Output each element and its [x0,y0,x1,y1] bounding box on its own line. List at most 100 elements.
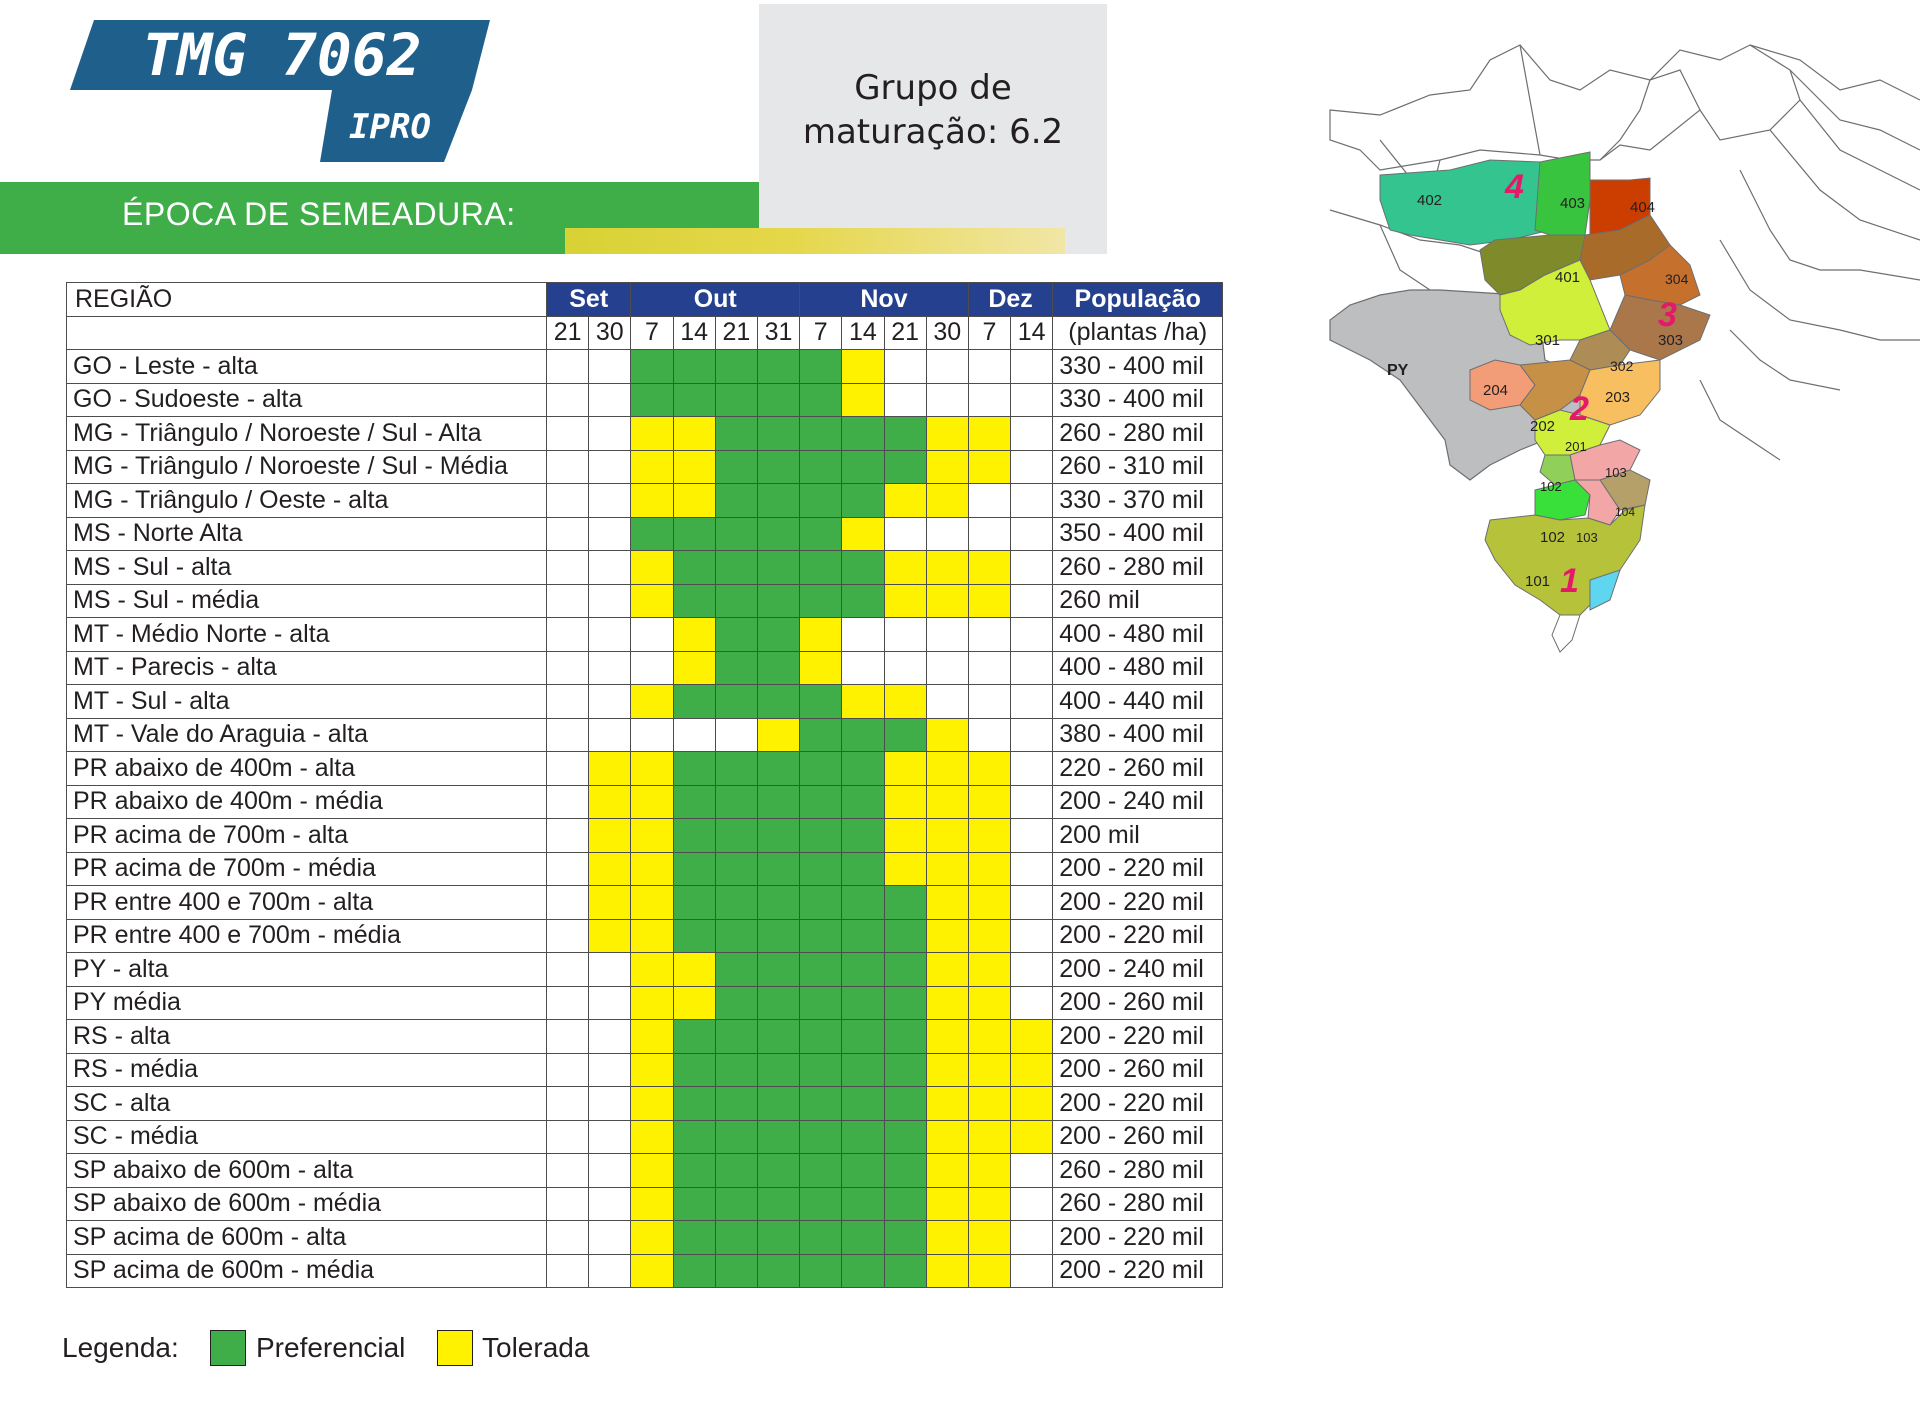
cell-empty [588,382,632,417]
region-subheader-empty [66,315,547,350]
cell-empty [925,617,969,652]
table-row: PY média 200 - 260 mil [66,985,1224,1020]
map-label-404: 404 [1630,199,1655,216]
cell-preferencial [672,751,716,786]
cell-preferencial [672,1220,716,1255]
cell-preferencial [714,1253,758,1288]
cell-tolerada [630,483,674,518]
cell-empty [588,1119,632,1154]
cell-preferencial [841,416,885,451]
cell-preferencial [883,416,927,451]
table-row: MS - Sul - alta 260 - 280 mil [66,550,1224,585]
cell-preferencial [883,952,927,987]
region-403 [1534,151,1591,236]
cell-preferencial [756,1253,801,1288]
cell-tolerada [841,684,885,719]
sowing-schedule-table: REGIÃO Set Out Nov Dez População 21 30 7 14 21 31… [66,282,1224,1288]
map-borders [1329,44,1920,461]
cell-empty [883,650,927,685]
cell-empty [967,650,1012,685]
day-header: 7 [967,315,1012,350]
cell-empty [1010,1186,1054,1221]
population-value: 260 - 280 mil [1052,550,1224,585]
cell-empty [925,349,969,384]
cell-tolerada [1010,1052,1054,1087]
cell-preferencial [841,952,885,987]
cell-preferencial [841,818,885,853]
cell-empty [545,1153,590,1188]
cell-preferencial [672,516,716,551]
population-value: 380 - 400 mil [1052,717,1224,752]
table-row: GO - Sudoeste - alta 330 - 400 mil [66,382,1224,417]
cell-empty [883,516,927,551]
cell-preferencial [841,751,885,786]
cell-tolerada [1010,1119,1054,1154]
map-macro-label-3: 3 [1658,296,1677,334]
day-header: 31 [756,315,801,350]
cell-tolerada [672,483,716,518]
cell-preferencial [799,349,843,384]
cell-preferencial [799,751,843,786]
table-row: SP acima de 600m - média 200 - 220 mil [66,1253,1224,1288]
product-logo: TMG 7062 IPRO [70,20,490,162]
cell-preferencial [630,349,674,384]
region-name: SP abaixo de 600m - média [66,1186,547,1221]
population-value: 200 - 220 mil [1052,1220,1224,1255]
cell-tolerada [630,1086,674,1121]
region-name: SP abaixo de 600m - alta [66,1153,547,1188]
cell-empty [545,1086,590,1121]
cell-preferencial [799,382,843,417]
region-name: MS - Norte Alta [66,516,547,551]
day-header-row: 21 30 7 14 21 31 7 14 21 30 7 14 (plantas /ha) [66,315,1224,350]
table-row: MT - Vale do Araguia - alta 380 - 400 mil [66,717,1224,752]
cell-empty [588,550,632,585]
cell-empty [545,985,590,1020]
cell-tolerada [967,918,1012,953]
cell-preferencial [756,985,801,1020]
cell-empty [630,650,674,685]
cell-empty [925,516,969,551]
region-name: SP acima de 600m - média [66,1253,547,1288]
cell-preferencial [756,416,801,451]
cell-preferencial [841,1220,885,1255]
cell-empty [588,1086,632,1121]
day-header: 14 [672,315,716,350]
cell-preferencial [714,1019,758,1054]
cell-tolerada [630,1119,674,1154]
cell-preferencial [756,1019,801,1054]
cell-preferencial [841,1186,885,1221]
map-label-101: 101 [1525,573,1550,590]
cell-preferencial [672,382,716,417]
cell-empty [545,516,590,551]
cell-preferencial [841,1253,885,1288]
cell-empty [967,684,1012,719]
day-header: 7 [799,315,843,350]
cell-preferencial [799,1253,843,1288]
cell-tolerada [756,717,801,752]
cell-preferencial [672,1153,716,1188]
cell-preferencial [799,550,843,585]
cell-empty [545,1052,590,1087]
cell-tolerada [799,617,843,652]
product-variant: IPRO [349,107,431,147]
cell-empty [545,583,590,618]
cell-tolerada [925,751,969,786]
cell-preferencial [672,1086,716,1121]
cell-preferencial [672,885,716,920]
population-value: 200 - 220 mil [1052,1019,1224,1054]
cell-tolerada [967,449,1012,484]
month-header-dez: Dez [967,282,1054,317]
cell-preferencial [841,449,885,484]
cell-preferencial [756,483,801,518]
legend-swatch-preferencial [210,1330,246,1366]
cell-empty [545,1019,590,1054]
cell-tolerada [925,818,969,853]
cell-preferencial [756,650,801,685]
population-value: 260 - 280 mil [1052,1153,1224,1188]
cell-tolerada [630,985,674,1020]
cell-tolerada [925,1052,969,1087]
cell-preferencial [883,918,927,953]
cell-preferencial [756,851,801,886]
region-name: MT - Parecis - alta [66,650,547,685]
cell-empty [588,617,632,652]
